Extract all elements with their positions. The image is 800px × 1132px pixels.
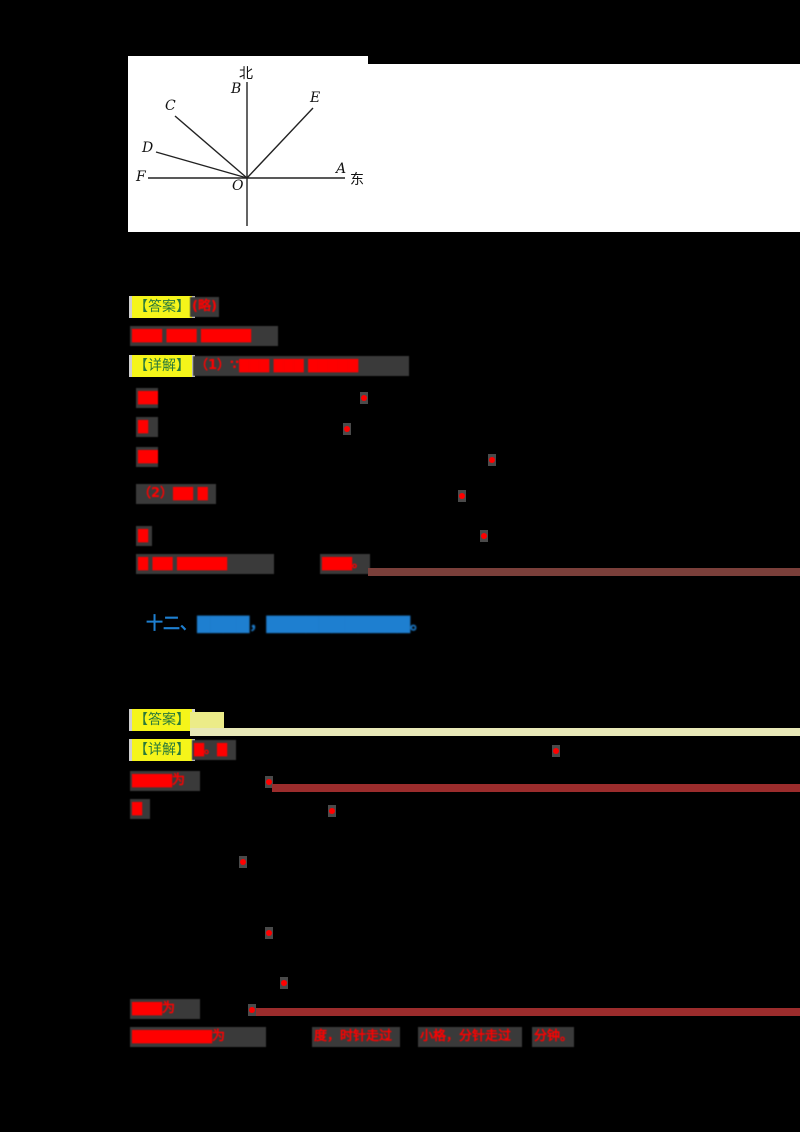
compass-diagram: 北 B C D E F O A 东 [128, 56, 800, 232]
line-7-part-3: 分钟。 [532, 1027, 574, 1047]
label-north: 北 [239, 66, 253, 82]
step-6-tail: ▇▇▇。 [320, 554, 370, 574]
answer-blank-2 [190, 712, 224, 728]
label-A: A [336, 161, 347, 177]
line-7-label: ▇▇▇▇▇▇▇▇为 [130, 1027, 266, 1047]
label-C: C [165, 98, 176, 114]
answer-line-2: ▇▇▇ ▇▇▇ ▇▇▇▇▇ [130, 326, 278, 346]
detail-tag-2: 【详解】 [129, 739, 195, 761]
detail-value: （1）∵▇▇▇ ▇▇▇ ▇▇▇▇▇ [193, 356, 409, 376]
label-D: D [142, 140, 154, 156]
label-O: O [232, 178, 244, 194]
line-4-marker [265, 927, 273, 939]
answer-tag-2: 【答案】 [129, 709, 195, 731]
detail-value-2: ▇。▇ [192, 740, 236, 760]
step-4-marker [458, 490, 466, 502]
detail-marker-2 [552, 745, 560, 757]
step-5-label: ▇ [136, 526, 152, 546]
label-east: 东 [350, 172, 364, 188]
fill-blank-bar-1 [368, 568, 800, 576]
line-1-label: ▇▇▇▇为 [130, 771, 200, 791]
answer-underline-2 [190, 728, 800, 736]
figure-notch [368, 56, 800, 64]
step-1-marker [360, 392, 368, 404]
step-4-label: （2）▇▇ ▇ [136, 484, 216, 504]
answer-value: (略) [190, 297, 219, 317]
line-1-marker [265, 776, 273, 788]
label-B: B [231, 81, 242, 97]
step-2-marker [343, 423, 351, 435]
heading-text: ▇▇▇▇，▇▇▇▇▇▇▇▇▇▇▇。 [197, 614, 428, 634]
label-F: F [136, 169, 146, 185]
fill-blank-bar-3 [256, 1008, 800, 1016]
line-2-label: ▇ [130, 799, 150, 819]
heading-prefix: 十二、 [146, 614, 197, 634]
step-3-marker [488, 454, 496, 466]
line-5-marker [280, 977, 288, 989]
line-7-part-1: 度，时针走过 [312, 1027, 400, 1047]
step-3-label: ▇▇ [136, 447, 158, 467]
fill-blank-bar-2 [272, 784, 800, 792]
section-heading: 十二、▇▇▇▇，▇▇▇▇▇▇▇▇▇▇▇。 [146, 609, 427, 634]
step-2-label: ▇ [136, 417, 158, 437]
step-1-label: ▇▇ [136, 388, 158, 408]
detail-tag: 【详解】 [129, 355, 195, 377]
answer-tag: 【答案】 [129, 296, 195, 318]
label-E: E [310, 90, 321, 106]
step-5-marker [480, 530, 488, 542]
line-3-marker [239, 856, 247, 868]
line-2-marker [328, 805, 336, 817]
line-7-part-2: 小格，分针走过 [418, 1027, 522, 1047]
direction-lines [148, 82, 345, 226]
line-6-label: ▇▇▇为 [130, 999, 200, 1019]
step-6-label: ▇ ▇▇ ▇▇▇▇▇ [136, 554, 274, 574]
line-6-marker [248, 1004, 256, 1016]
